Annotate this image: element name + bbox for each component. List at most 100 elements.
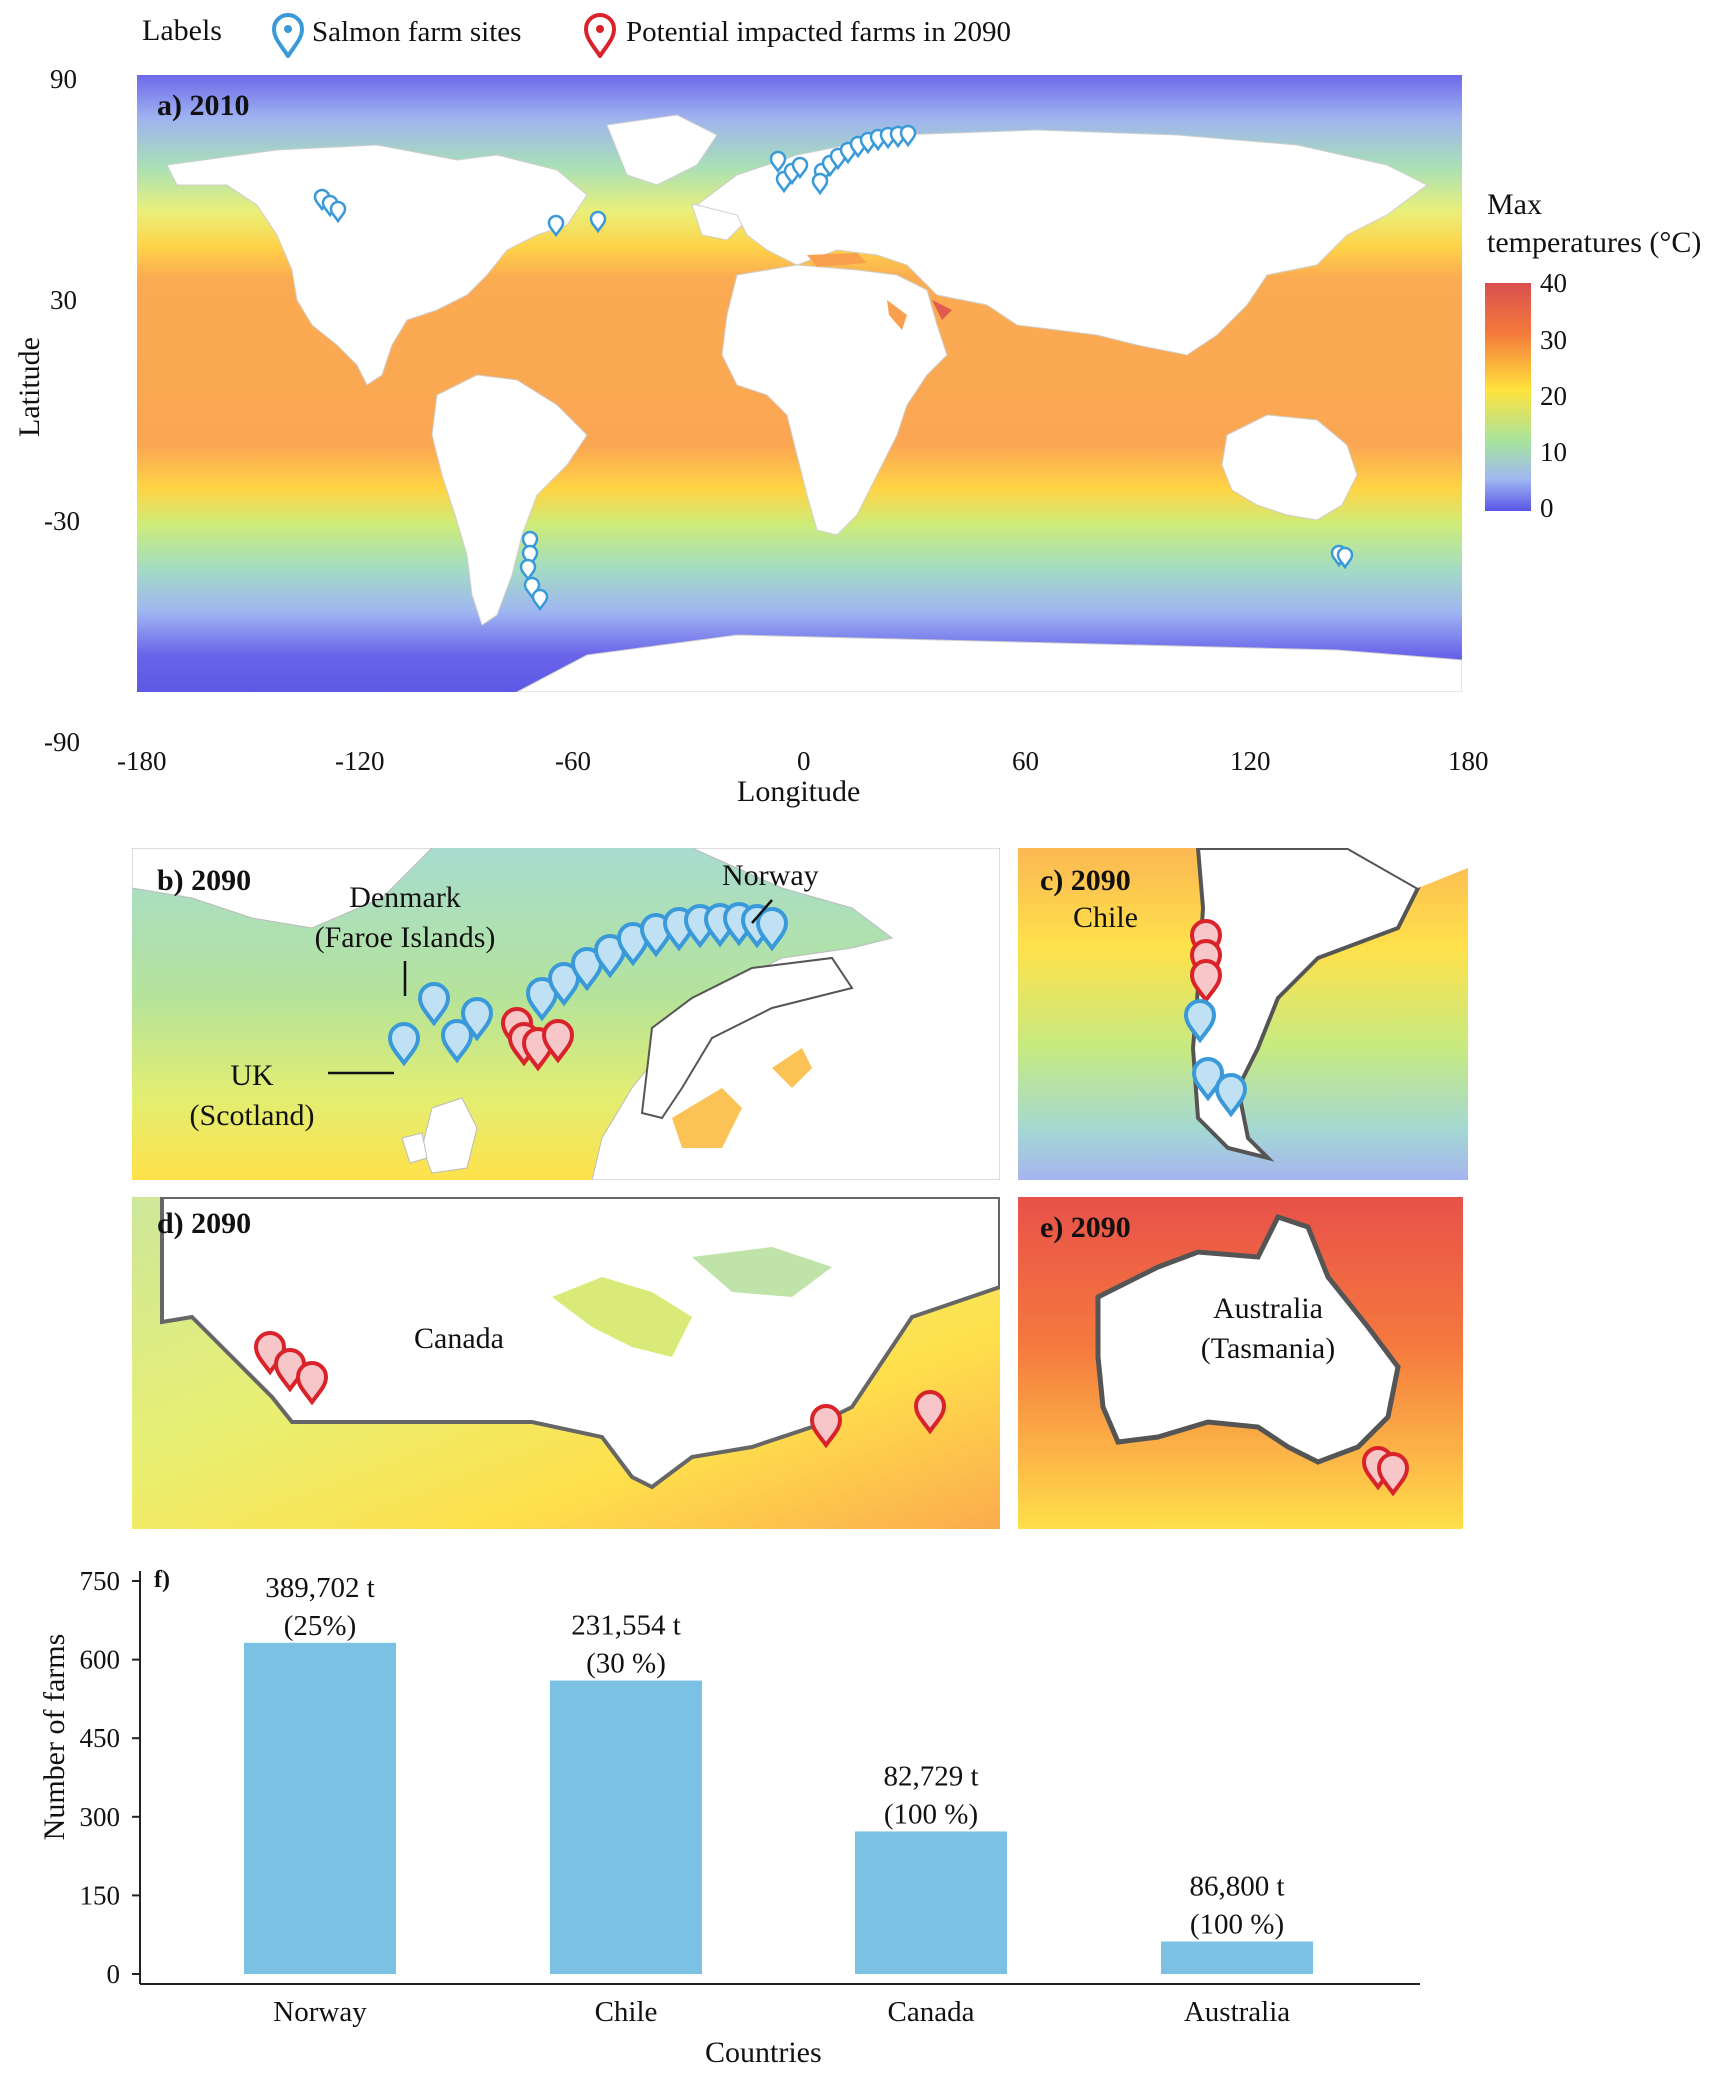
- impacted-pin-icon: [541, 1019, 575, 1064]
- salmon-pin-icon: [791, 156, 809, 180]
- map-a-ylabel: Latitude: [13, 337, 46, 437]
- panel-b-pins: [328, 899, 789, 1075]
- data-label-percent: (25%): [284, 1610, 356, 1642]
- bar: [855, 1831, 1007, 1974]
- panel-c-label: c) 2090: [1040, 864, 1131, 897]
- salmon-pin-icon: [521, 544, 539, 568]
- salmon-pin-icon: [440, 1019, 474, 1064]
- uk-line2: (Scotland): [189, 1099, 315, 1132]
- y-tick-label: 750: [80, 1566, 121, 1596]
- y-tick-label: 150: [80, 1880, 121, 1910]
- panel-d-label: d) 2090: [157, 1207, 252, 1240]
- y-tick-label: 0: [107, 1959, 121, 1989]
- canada-label: Canada: [414, 1322, 504, 1355]
- panel-c-map: c) 2090 Chile: [1018, 848, 1468, 1180]
- impacted-pin-icon: [1189, 959, 1223, 1004]
- salmon-pin-icon: [521, 530, 539, 554]
- lon-tick: 0: [797, 746, 811, 776]
- lon-tick: 180: [1448, 746, 1489, 776]
- colorbar-title-1: Max: [1487, 188, 1542, 221]
- colorbar-tick: 10: [1540, 437, 1567, 467]
- bar: [244, 1642, 396, 1974]
- data-label-tonnes: 86,800 t: [1189, 1871, 1284, 1903]
- panel-a-label: a) 2010: [157, 89, 250, 122]
- salmon-pin-icon: [589, 210, 607, 234]
- chart-ylabel: Number of farms: [38, 1633, 71, 1841]
- colorbar-title-2: temperatures (°C): [1487, 226, 1702, 259]
- panel-f-label: f): [154, 1567, 170, 1593]
- colorbar-tick: 40: [1540, 268, 1567, 298]
- salmon-pin-icon: [519, 558, 537, 582]
- salmon-pin-icon: [547, 214, 565, 238]
- panel-c-pins: [1183, 919, 1248, 1118]
- impacted-pin-icon: [295, 1361, 329, 1406]
- salmon-pin-icon: [460, 997, 494, 1042]
- x-tick-label: Norway: [273, 1996, 367, 2028]
- salmon-pin-icon: [1183, 999, 1217, 1044]
- impacted-pin-icon: [913, 1390, 947, 1435]
- panel-e-pins: [1361, 1446, 1410, 1497]
- chile-label: Chile: [1073, 901, 1138, 934]
- australia-line2: (Tasmania): [1200, 1332, 1336, 1365]
- salmon-pin-icon: [1336, 546, 1354, 570]
- denmark-line1: Denmark: [349, 881, 461, 914]
- data-label-percent: (100 %): [1190, 1909, 1284, 1941]
- data-label-tonnes: 389,702 t: [265, 1572, 375, 1604]
- colorbar-gradient: [1485, 283, 1531, 511]
- colorbar-tick: 20: [1540, 381, 1567, 411]
- panel-d-map: d) 2090 Canada: [132, 1197, 1000, 1529]
- map-a-xlabel: Longitude: [737, 775, 861, 808]
- panel-e-label: e) 2090: [1040, 1211, 1131, 1244]
- salmon-pin-icon: [811, 172, 829, 196]
- norway-label: Norway: [722, 859, 819, 892]
- x-tick-label: Chile: [595, 1996, 658, 2028]
- y-tick-label: 450: [80, 1723, 121, 1753]
- legend-item-impacted: Potential impacted farms in 2090: [626, 16, 1011, 48]
- uk-line1: UK: [230, 1059, 274, 1092]
- chart-xlabel: Countries: [705, 2036, 822, 2069]
- lat-tick: 90: [50, 64, 77, 94]
- legend-title: Labels: [142, 14, 222, 47]
- world-map-2010: a) 2010: [137, 75, 1462, 692]
- salmon-pin-icon: [899, 124, 917, 148]
- salmon-pin-icon: [329, 200, 347, 224]
- australia-line1: Australia: [1213, 1292, 1323, 1325]
- lon-tick: -60: [555, 746, 591, 776]
- lat-tick: 30: [50, 285, 77, 315]
- data-label-tonnes: 231,554 t: [571, 1610, 681, 1642]
- x-tick-label: Canada: [888, 1996, 975, 2028]
- denmark-label: Denmark (Faroe Islands): [274, 878, 536, 958]
- salmon-pin-icon: [593, 934, 627, 979]
- salmon-pin-icon: [639, 913, 673, 958]
- x-tick-label: Australia: [1184, 1996, 1290, 2028]
- legend-item-salmon: Salmon farm sites: [312, 16, 522, 48]
- lat-tick: -30: [44, 506, 80, 536]
- panel-b-map: b) 2090 Denmark (Faroe Islands) UK (Scot…: [132, 848, 1000, 1180]
- panel-e-map: e) 2090 Australia (Tasmania): [1018, 1197, 1463, 1529]
- lon-tick: -180: [117, 746, 167, 776]
- panel-d-pins: [253, 1331, 947, 1449]
- salmon-pin-icon: [570, 947, 604, 992]
- salmon-pin-icon: [755, 907, 789, 952]
- y-tick-label: 600: [80, 1645, 121, 1675]
- lat-tick: -90: [44, 727, 80, 757]
- lon-tick: -120: [335, 746, 385, 776]
- lon-tick: 60: [1012, 746, 1039, 776]
- colorbar-tick: 0: [1540, 493, 1554, 523]
- salmon-pin-icon: [547, 962, 581, 1007]
- panel-b-label: b) 2090: [157, 864, 252, 897]
- bar: [1161, 1941, 1313, 1974]
- salmon-pin-icon: [1214, 1073, 1248, 1118]
- data-label-percent: (30 %): [586, 1648, 666, 1680]
- data-label-tonnes: 82,729 t: [883, 1760, 978, 1792]
- bar: [550, 1680, 702, 1974]
- data-label-percent: (100 %): [884, 1798, 978, 1830]
- impacted-pin-icon: [809, 1404, 843, 1449]
- salmon-pin-icon: [769, 150, 787, 174]
- impacted-pin-icon: [1376, 1452, 1410, 1497]
- lon-tick: 120: [1230, 746, 1271, 776]
- y-tick-label: 300: [80, 1802, 121, 1832]
- salmon-pin-icon: [387, 1022, 421, 1067]
- denmark-line2: (Faroe Islands): [314, 921, 496, 954]
- colorbar-tick: 30: [1540, 325, 1567, 355]
